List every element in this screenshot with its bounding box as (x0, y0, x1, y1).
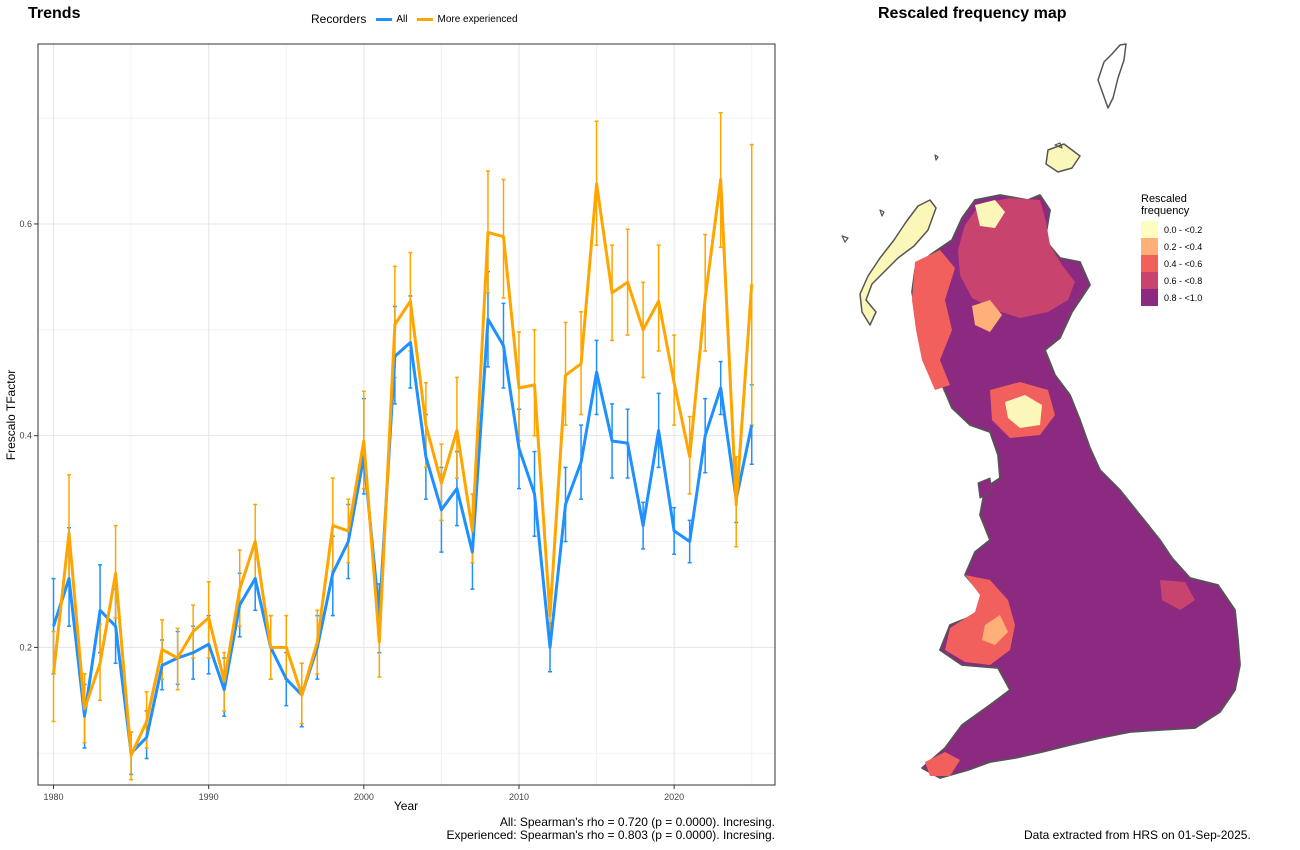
x-axis-label: Year (394, 799, 418, 813)
map-legend-key-1 (1141, 238, 1158, 255)
chart-legend: Recorders All More experienced (311, 12, 518, 26)
map-small-island-2 (879, 209, 885, 217)
map-title: Rescaled frequency map (878, 5, 1067, 22)
map-region-uplands-light (1005, 395, 1042, 428)
error-bar-experienced (532, 329, 537, 437)
trends-title: Trends (28, 5, 81, 22)
stats-experienced: Experienced: Spearman's rho = 0.803 (p =… (446, 828, 776, 842)
error-bar-experienced (51, 630, 56, 723)
series-line-experienced (52, 178, 754, 757)
x-tick-label: 2010 (509, 792, 529, 802)
x-tick-label: 2020 (664, 792, 684, 802)
map-legend: Rescaled frequency 0.0 - <0.2 0.2 - <0.4… (1141, 193, 1202, 306)
map-legend-row: 0.0 - <0.2 (1141, 221, 1202, 238)
map-legend-label-1: 0.2 - <0.4 (1164, 241, 1203, 252)
map-small-island-1 (841, 235, 849, 243)
legend-title: Recorders (311, 12, 367, 26)
x-tick-label: 1980 (44, 792, 64, 802)
map-legend-label-0: 0.0 - <0.2 (1164, 224, 1203, 235)
stats-all: All: Spearman's rho = 0.720 (p = 0.0000)… (499, 815, 775, 829)
map-legend-row: 0.2 - <0.4 (1141, 238, 1202, 255)
x-tick-label: 2000 (354, 792, 374, 802)
error-bar-experienced (656, 244, 661, 352)
legend-swatch-all (376, 17, 393, 21)
y-tick-label: 0.2 (19, 642, 32, 652)
map-legend-key-2 (1141, 255, 1158, 272)
uk-frequency-map (841, 43, 1241, 779)
stats-block: All: Spearman's rho = 0.720 (p = 0.0000)… (447, 816, 776, 842)
error-bar-experienced (67, 474, 72, 585)
map-legend-row: 0.6 - <0.8 (1141, 272, 1202, 289)
y-axis-label: Frescalo TFactor (4, 370, 18, 460)
map-legend-row: 0.4 - <0.6 (1141, 255, 1202, 272)
map-legend-label-4: 0.8 - <1.0 (1164, 292, 1203, 303)
map-legend-title: Rescaled frequency (1141, 193, 1202, 217)
map-outer-hebrides (859, 199, 937, 326)
legend-item-experienced: More experienced (417, 13, 518, 25)
map-region-central-light (972, 300, 1002, 332)
map-legend-title-line2: frequency (1141, 205, 1190, 217)
map-region-east-patch (1160, 580, 1195, 610)
map-region-wales-light (982, 615, 1008, 645)
error-bar-experienced (113, 524, 118, 619)
map-legend-row: 0.8 - <1.0 (1141, 289, 1202, 306)
plot-border (37, 43, 776, 786)
map-legend-key-4 (1141, 289, 1158, 306)
map-isle-of-man (977, 477, 993, 499)
legend-swatch-experienced (417, 17, 434, 21)
error-bar-experienced (454, 376, 459, 479)
x-tick-label: 1990 (199, 792, 219, 802)
legend-label-all: All (396, 13, 408, 25)
y-tick-label: 0.6 (19, 219, 32, 229)
y-tick-label: 0.4 (19, 431, 32, 441)
data-credit: Data extracted from HRS on 01-Sep-2025. (1024, 828, 1251, 842)
map-legend-label-3: 0.6 - <0.8 (1164, 275, 1203, 286)
map-legend-label-2: 0.4 - <0.6 (1164, 258, 1203, 269)
map-legend-title-line1: Rescaled (1141, 193, 1187, 205)
map-region-highlands-light (975, 200, 1005, 228)
map-region-highlands (958, 198, 1075, 318)
map-shetland (1097, 43, 1127, 109)
map-region-westcoast (912, 250, 955, 390)
legend-item-all: All (376, 14, 407, 25)
map-legend-key-3 (1141, 272, 1158, 289)
legend-label-experienced: More experienced (437, 13, 518, 25)
map-orkney (1045, 143, 1081, 173)
map-legend-key-0 (1141, 221, 1158, 238)
map-small-island-4 (1054, 142, 1063, 149)
map-region-southwest (925, 752, 960, 776)
series-line-all (52, 317, 754, 755)
map-small-island-3 (934, 154, 939, 161)
